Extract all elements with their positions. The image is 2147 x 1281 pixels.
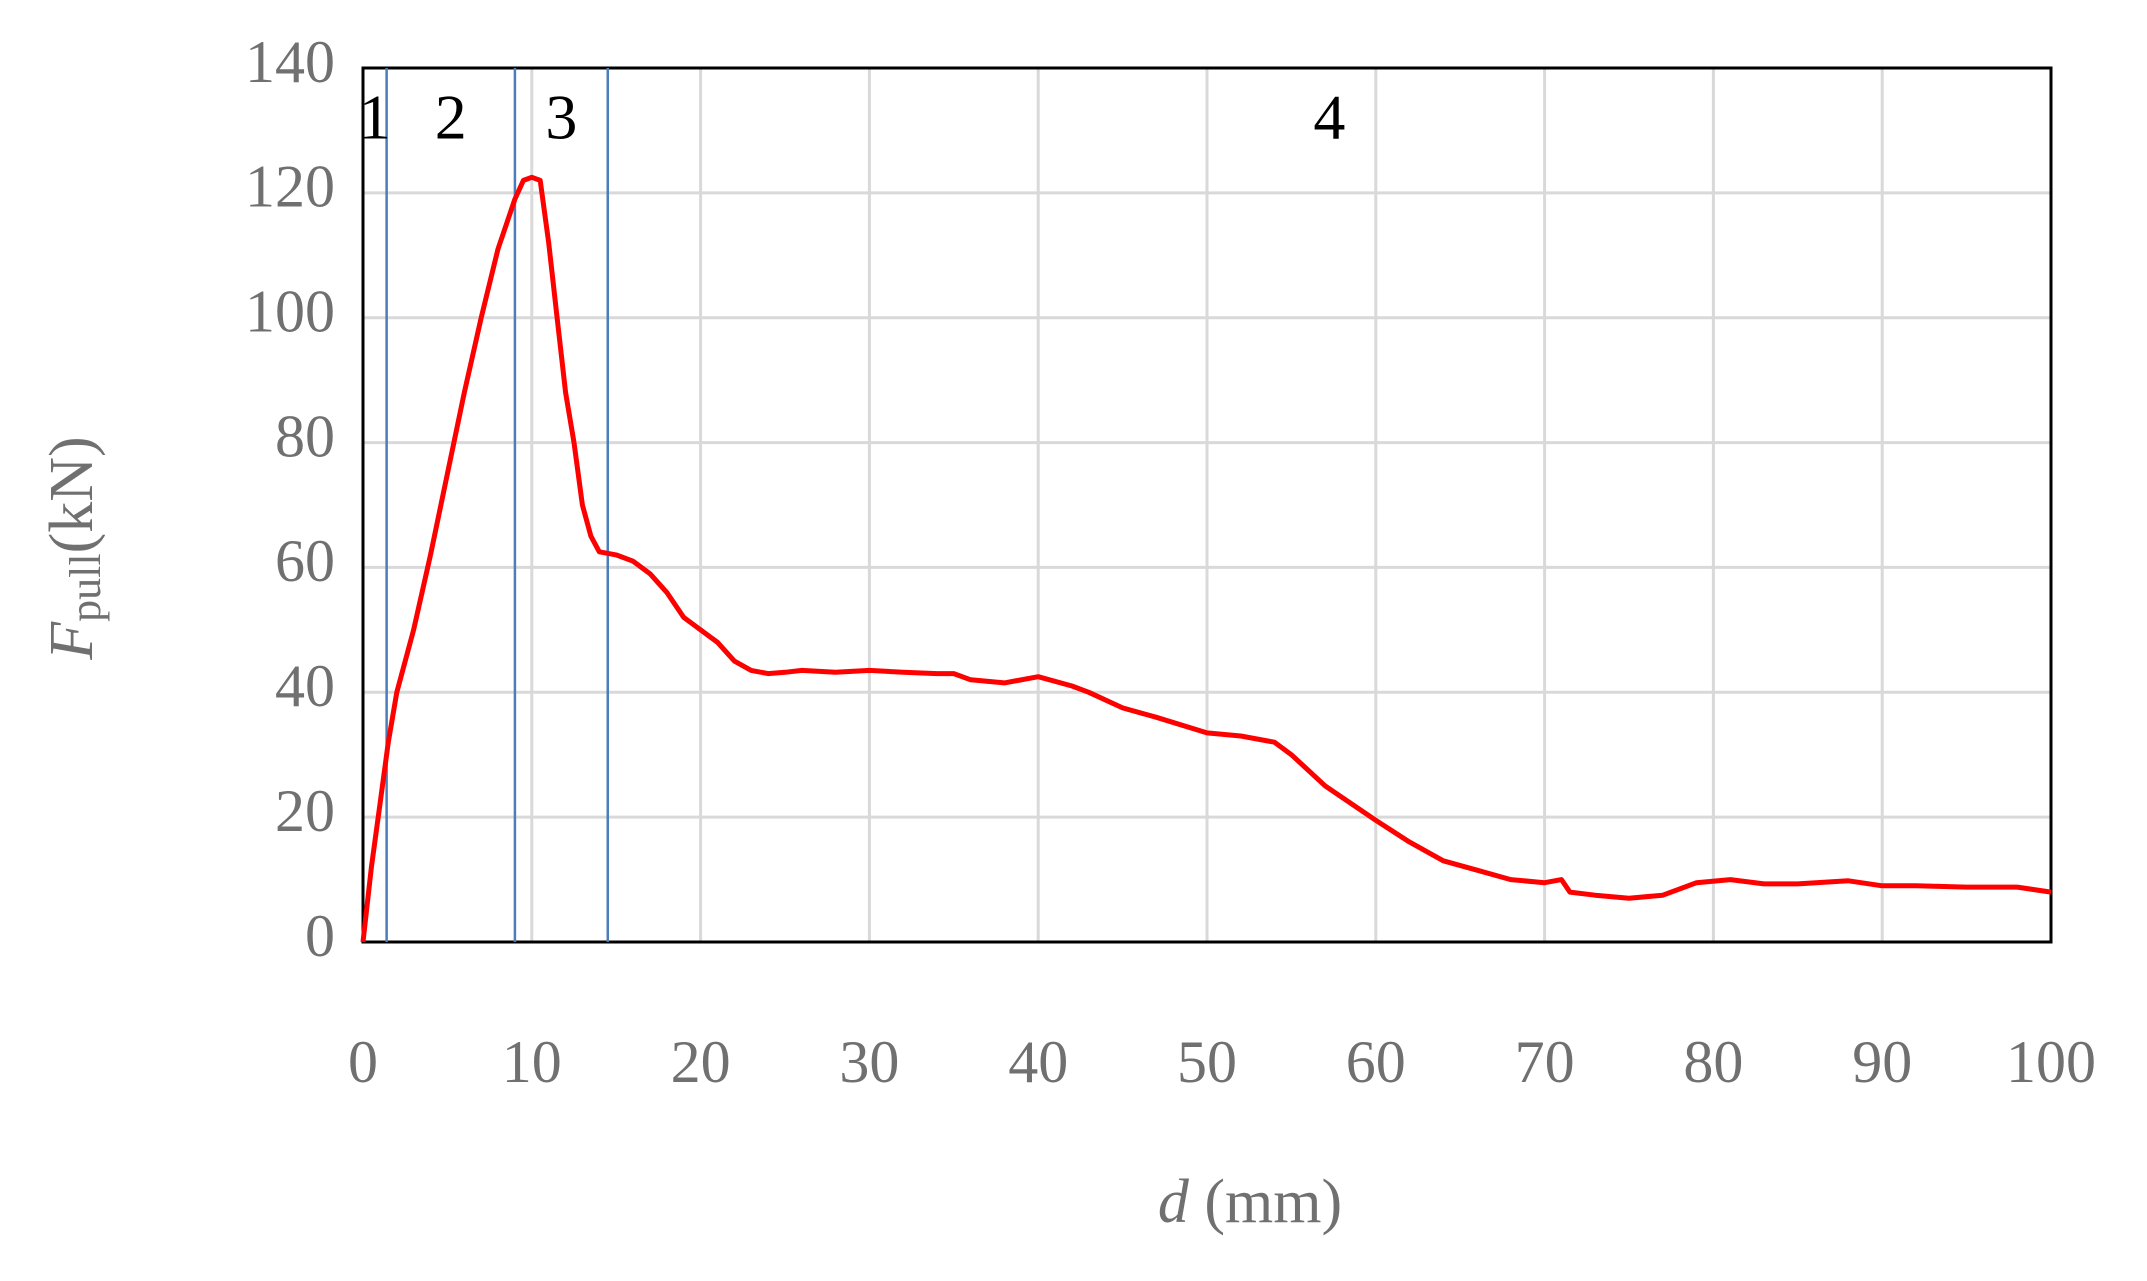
y-label-unit: (kN)	[38, 436, 106, 553]
x-tick-label: 20	[671, 1029, 731, 1095]
data-line	[360, 174, 2052, 943]
x-tick-label: 90	[1852, 1029, 1912, 1095]
y-label-symbol: F	[38, 621, 106, 661]
x-tick-label: 0	[348, 1029, 378, 1095]
x-tick-label: 60	[1346, 1029, 1406, 1095]
x-tick-label: 80	[1683, 1029, 1743, 1095]
x-tick-label: 70	[1515, 1029, 1575, 1095]
x-tick-label: 30	[839, 1029, 899, 1095]
x-axis-label: d (mm)	[1158, 1168, 1342, 1236]
y-tick-label: 140	[245, 29, 335, 95]
y-tick-label: 40	[275, 653, 335, 719]
y-tick-label: 0	[305, 903, 335, 969]
y-label-subscript: pull	[61, 553, 110, 621]
x-tick-label: 40	[1008, 1029, 1068, 1095]
y-tick-label: 60	[275, 528, 335, 594]
x-tick-label: 100	[2006, 1029, 2096, 1095]
region-label: 2	[435, 82, 467, 153]
y-tick-label: 20	[275, 778, 335, 844]
y-tick-label: 120	[245, 154, 335, 220]
x-tick-label: 10	[502, 1029, 562, 1095]
region-label: 1	[359, 82, 391, 153]
region-label: 3	[545, 82, 577, 153]
y-tick-label: 80	[275, 403, 335, 469]
x-label-unit: (mm)	[1204, 1168, 1342, 1236]
y-tick-label: 100	[245, 278, 335, 344]
y-axis-label: Fpull(kN)	[38, 436, 110, 660]
plot-frame	[361, 66, 2053, 944]
x-label-symbol: d	[1158, 1168, 1190, 1236]
x-tick-label: 50	[1177, 1029, 1237, 1095]
region-label: 4	[1313, 82, 1345, 153]
